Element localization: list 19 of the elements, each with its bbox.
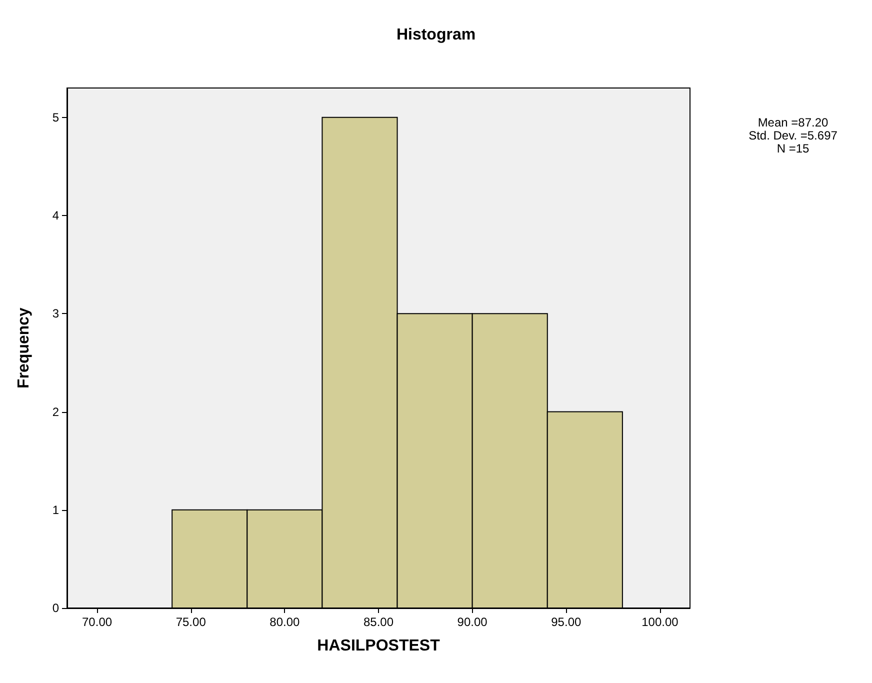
x-tick-label: 95.00 [551, 615, 582, 629]
y-tick-label: 3 [52, 306, 60, 321]
text: N =15 [776, 142, 810, 156]
x-tick-label: 75.00 [176, 615, 206, 629]
x-tick-label: 80.00 [270, 615, 300, 629]
y-axis-title: Frequency [16, 307, 32, 388]
x-tick-label: 70.00 [82, 615, 112, 629]
y-tick-label: 5 [52, 110, 60, 124]
y-tick-label: 0 [52, 601, 60, 615]
chart-title: Histogram [396, 26, 476, 44]
y-tick-label: 4 [52, 208, 60, 223]
text: Mean =87.20 [758, 116, 829, 130]
x-tick-label: 90.00 [457, 615, 488, 629]
y-tick-label: 2 [52, 404, 60, 419]
y-tick-label: 1 [52, 502, 60, 517]
text: Std. Dev. =5.697 [748, 128, 838, 142]
x-tick-label: 85.00 [363, 615, 394, 629]
x-tick-label: 100.00 [642, 615, 679, 629]
x-axis-title: HASILPOSTEST [317, 638, 440, 654]
